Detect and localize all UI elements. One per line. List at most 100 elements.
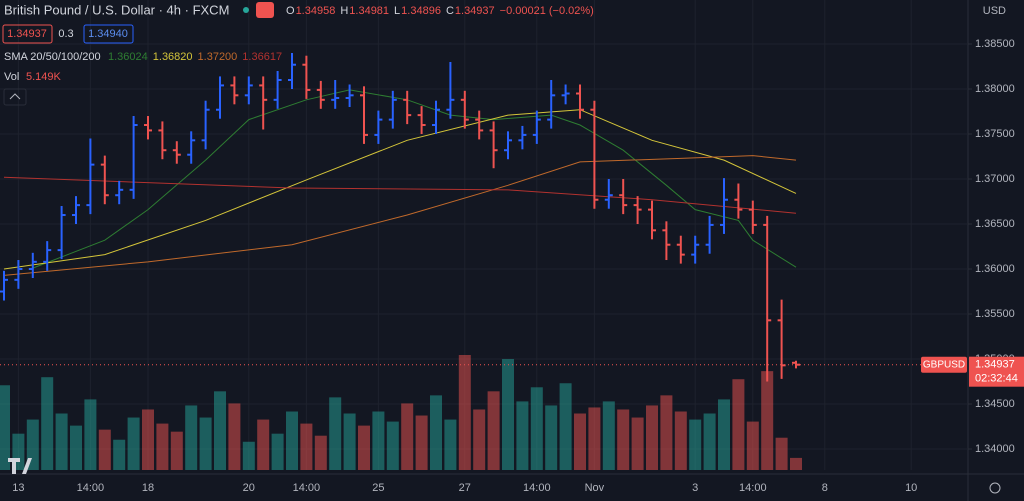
ohlc-bar bbox=[547, 80, 556, 129]
ohlc-bar bbox=[576, 84, 584, 119]
volume-bar bbox=[113, 439, 126, 470]
collapse-icon bbox=[9, 93, 21, 100]
y-tick-label: 1.38500 bbox=[975, 38, 1015, 50]
ohlc-bar bbox=[504, 131, 512, 160]
volume-bar bbox=[127, 417, 140, 470]
volume-bar bbox=[444, 419, 457, 470]
volume-bar bbox=[761, 371, 774, 470]
ohlc-bar bbox=[302, 55, 311, 99]
y-tick-label: 1.37000 bbox=[975, 173, 1015, 185]
ohlc-bar bbox=[0, 270, 8, 301]
ohlc-bar bbox=[763, 215, 772, 382]
ohlc-bar bbox=[388, 90, 397, 129]
ohlc-bar bbox=[734, 183, 743, 219]
ohlc-bar bbox=[619, 179, 628, 215]
buy-price[interactable]: 1.34940 bbox=[88, 28, 128, 40]
sma-value: 1.36024 bbox=[108, 51, 148, 63]
volume-bar bbox=[142, 409, 154, 470]
sell-price[interactable]: 1.34937 bbox=[7, 28, 47, 40]
volume-bar bbox=[588, 407, 601, 470]
ohlc-bar bbox=[316, 80, 325, 109]
ohlc-bar bbox=[259, 76, 268, 130]
volume-bar bbox=[631, 417, 644, 470]
ohlc-bar bbox=[201, 100, 210, 150]
volume-bar bbox=[430, 395, 442, 470]
x-tick-label: 14:00 bbox=[523, 482, 551, 494]
ohlc-key: C bbox=[446, 5, 454, 17]
volume-bar bbox=[617, 409, 630, 470]
volume-bar bbox=[271, 433, 284, 470]
ohlc-bar bbox=[172, 141, 181, 164]
ohlc-bar bbox=[720, 178, 728, 234]
countdown: 02:32:44 bbox=[975, 373, 1018, 385]
volume-bar bbox=[170, 431, 183, 470]
ohlc-key: O bbox=[286, 5, 295, 17]
volume-bar bbox=[559, 383, 572, 470]
y-tick-label: 1.36500 bbox=[975, 218, 1015, 230]
ohlc-bar bbox=[561, 84, 570, 105]
ohlc-bar bbox=[705, 215, 714, 254]
ohlc-bar bbox=[374, 110, 383, 144]
x-tick-label: 14:00 bbox=[739, 482, 767, 494]
collapse-button[interactable] bbox=[3, 88, 27, 106]
volume-bar bbox=[386, 421, 399, 470]
ohlc-bar bbox=[129, 116, 138, 199]
ohlc-bar bbox=[57, 206, 66, 260]
vol-value: 5.149K bbox=[26, 71, 62, 83]
ohlc-bar bbox=[489, 121, 498, 169]
volume-bar bbox=[185, 405, 198, 470]
y-tick-label: 1.37500 bbox=[975, 128, 1015, 140]
symbol-tag-label: GBPUSD bbox=[923, 359, 965, 370]
ohlc-bar bbox=[633, 196, 642, 225]
volume-bar bbox=[689, 419, 702, 470]
alert-icon[interactable] bbox=[256, 2, 274, 18]
volume-bar bbox=[286, 411, 298, 470]
y-tick-label: 1.34000 bbox=[975, 443, 1015, 455]
x-tick-label: 10 bbox=[905, 482, 917, 494]
ohlc-bar bbox=[648, 200, 656, 240]
symbol-tag bbox=[921, 356, 967, 373]
volume-bar bbox=[98, 429, 111, 470]
status-dot bbox=[243, 7, 249, 13]
volume-bar bbox=[300, 423, 313, 470]
ohlc-bar bbox=[86, 138, 95, 215]
ohlc-bar bbox=[144, 116, 152, 140]
ohlc-value: −0.00021 (−0.02%) bbox=[500, 5, 594, 17]
ohlc-bar bbox=[288, 53, 296, 90]
volume-bar bbox=[242, 441, 255, 470]
ohlc-bar bbox=[691, 235, 700, 264]
ohlc-bar bbox=[460, 90, 469, 129]
volume-bar bbox=[703, 413, 716, 470]
volume-bar bbox=[26, 419, 39, 470]
currency[interactable]: USD bbox=[983, 5, 1006, 17]
volume-bar bbox=[487, 391, 500, 470]
volume-bar bbox=[732, 379, 745, 470]
sell-button[interactable] bbox=[2, 24, 53, 44]
ohlc-bar bbox=[244, 76, 253, 105]
buy-button[interactable] bbox=[83, 24, 134, 44]
labels: 1.340001.345001.350001.355001.360001.365… bbox=[0, 38, 1024, 494]
volume-bar bbox=[156, 423, 169, 470]
ohlc-bar bbox=[446, 62, 455, 119]
volume-bar bbox=[0, 385, 10, 470]
volume-bar bbox=[473, 409, 486, 470]
vol-label: Vol bbox=[4, 71, 19, 83]
x-tick-label: 27 bbox=[459, 482, 471, 494]
x-tick-label: 25 bbox=[372, 482, 384, 494]
volume-bar bbox=[530, 387, 543, 470]
volume-bar bbox=[674, 411, 687, 470]
volume-bar bbox=[228, 403, 241, 470]
sma-value: 1.37200 bbox=[198, 51, 238, 63]
volume-bar bbox=[775, 437, 788, 470]
volume-bar bbox=[746, 421, 759, 470]
sma-line bbox=[32, 89, 797, 269]
spread: 0.3 bbox=[58, 28, 73, 40]
ohlc-bar bbox=[158, 121, 167, 160]
y-tick-label: 1.34500 bbox=[975, 398, 1015, 410]
ohlc-bar bbox=[432, 100, 440, 135]
ohlc-bar bbox=[662, 221, 671, 261]
volume-bar bbox=[41, 377, 54, 470]
settings-icon[interactable] bbox=[989, 482, 1001, 494]
ohlc-bar bbox=[230, 76, 239, 105]
ohlc-value: 1.34896 bbox=[401, 5, 441, 17]
